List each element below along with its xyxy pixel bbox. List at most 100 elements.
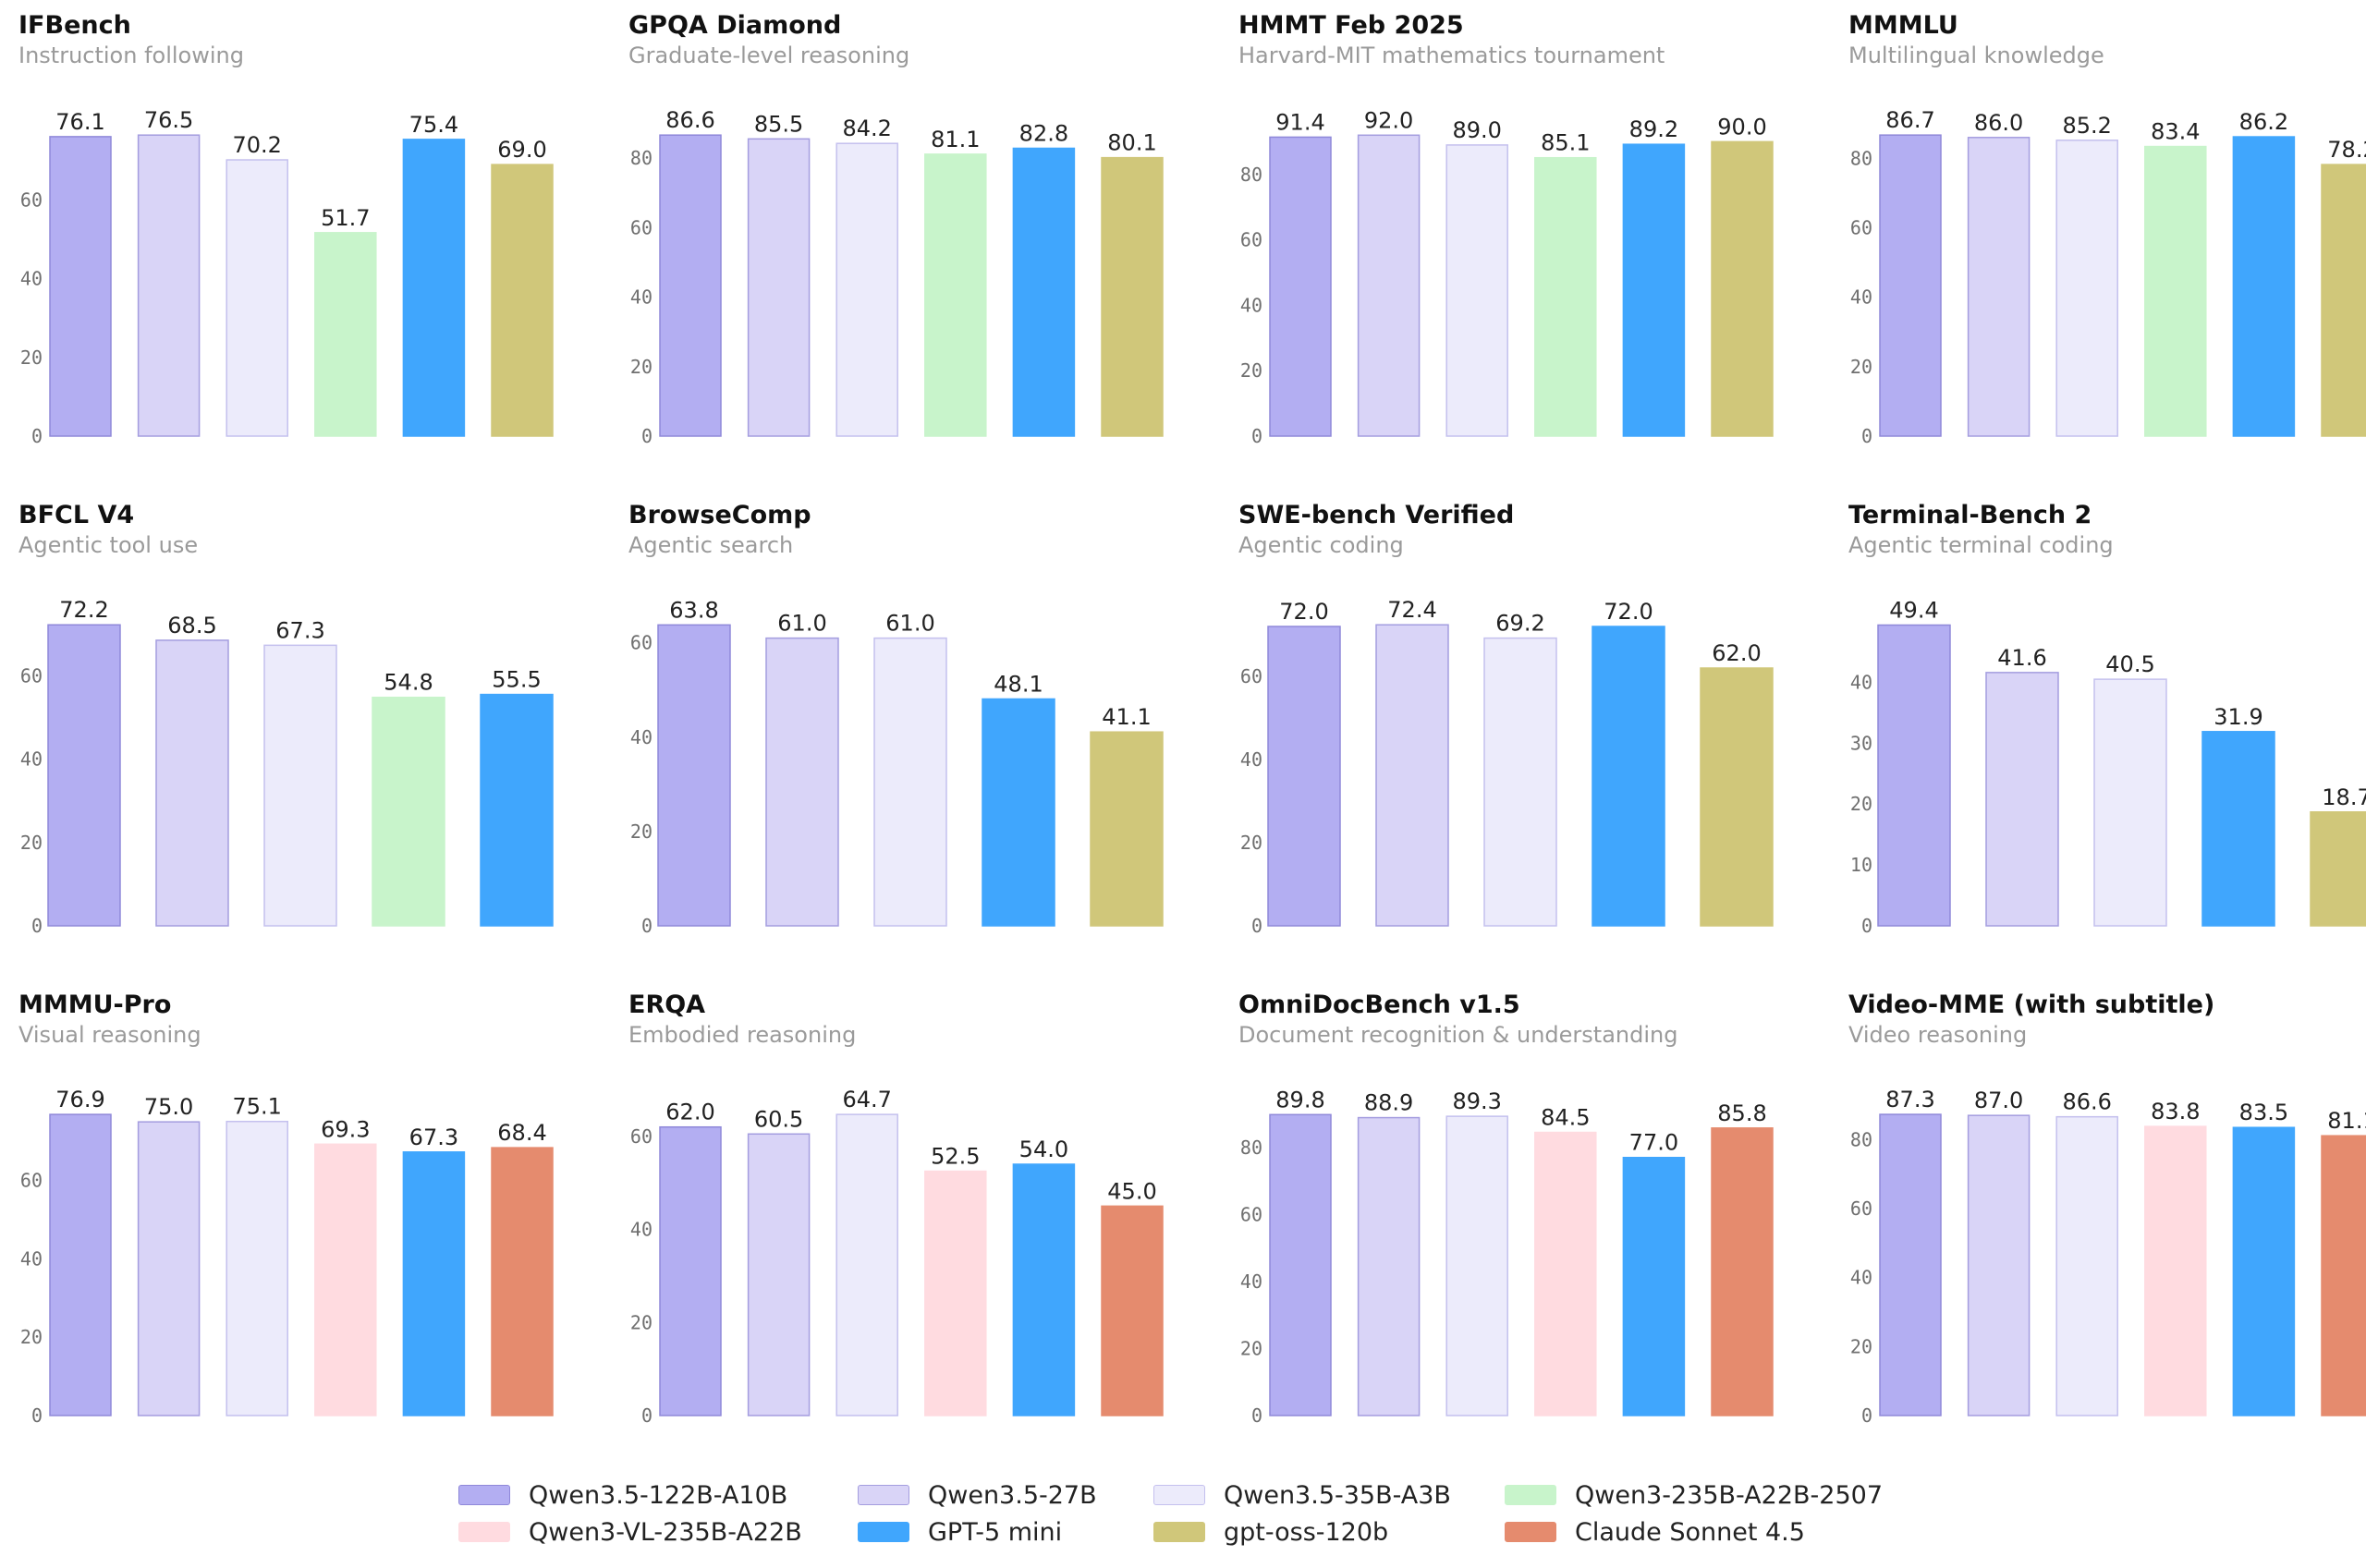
bar-value-label: 78.2 [2327,137,2366,163]
bar-qwen3-5-27b [137,1121,201,1416]
bar-gpt-5-mini [1622,1156,1686,1416]
legend-item-qwen3-5-122b-a10b: Qwen3.5-122B-A10B [458,1477,787,1513]
y-tick-label: 0 [1861,915,1872,937]
bar-qwen3-5-122b-a10b [47,624,121,927]
bar-gpt-5-mini [480,693,554,927]
bar-qwen3-5-35b-a3b [1445,1115,1508,1416]
bar-value-label: 76.1 [55,109,104,135]
bar-plot: 0 20 40 60 80 89.8 88.9 89.3 84.5 77.0 85.8 [1240,1087,1774,1427]
bar-qwen3-vl-235b-a22b [1534,1131,1597,1416]
y-tick-label: 20 [1240,832,1262,854]
y-tick-label: 20 [630,356,652,378]
y-tick-label: 0 [31,1404,43,1427]
bar-value-label: 81.1 [931,127,980,152]
bar-plot: 0 20 40 60 76.9 75.0 75.1 69.3 67.3 68.4 [20,1087,554,1427]
chart-title: BFCL V4 [18,501,135,529]
chart-title: ERQA [628,991,706,1019]
y-tick-label: 0 [31,425,43,447]
bar-value-label: 86.0 [1974,110,2023,136]
y-tick-label: 20 [630,820,652,843]
bar-value-label: 75.1 [232,1094,281,1120]
y-tick-label: 60 [1240,665,1262,687]
chart-subtitle: Agentic tool use [18,532,199,558]
y-tick-label: 20 [1240,359,1262,382]
bar-value-label: 87.3 [1885,1087,1934,1112]
bar-value-label: 68.4 [497,1120,546,1146]
bar-qwen3-5-35b-a3b [873,637,947,927]
bar-qwen3-5-122b-a10b [1269,1113,1332,1416]
bar-qwen3-5-35b-a3b [226,159,288,437]
bar-value-label: 75.4 [409,112,458,138]
legend-label: Qwen3-235B-A22B-2507 [1575,1480,1883,1510]
y-tick-label: 20 [1850,356,1872,378]
chart-subtitle: Agentic terminal coding [1848,532,2114,558]
bar-qwen3-5-35b-a3b [835,1113,898,1416]
y-tick-label: 0 [1251,1404,1262,1427]
bar-value-label: 45.0 [1107,1178,1156,1204]
bar-claude-sonnet-4-5 [1711,1127,1774,1416]
bar-gpt-oss-120b [1700,667,1774,927]
bar-qwen3-5-122b-a10b [49,1113,112,1416]
y-tick-label: 40 [1240,294,1262,316]
bar-value-label: 68.5 [167,613,216,638]
bar-value-label: 76.5 [144,107,193,133]
bar-qwen3-235b-a22b-2507 [924,153,987,437]
chart-legend: Qwen3.5-122B-A10B Qwen3.5-27B Qwen3.5-35B-… [458,1477,1937,1560]
y-tick-label: 20 [630,1311,652,1333]
bar-qwen3-5-122b-a10b [659,1125,722,1416]
bar-qwen3-5-35b-a3b [263,644,337,927]
y-tick-label: 60 [20,1170,43,1192]
bar-qwen3-5-35b-a3b [226,1120,288,1416]
bar-qwen3-5-122b-a10b [1269,136,1332,437]
legend-swatch [458,1522,510,1542]
bar-value-label: 82.8 [1019,120,1068,146]
bar-qwen3-5-27b [1985,672,2059,927]
bar-value-label: 85.5 [754,111,803,137]
bar-qwen3-235b-a22b-2507 [372,696,445,927]
bar-value-label: 80.1 [1107,130,1156,156]
chart-panel-hmmt-feb-2025: HMMT Feb 2025 Harvard-MIT mathematics tou… [1220,0,1793,480]
y-tick-label: 80 [1240,1136,1262,1159]
y-tick-label: 20 [1240,1337,1262,1359]
bar-value-label: 61.0 [777,611,826,637]
bar-value-label: 55.5 [492,667,541,693]
y-tick-label: 40 [20,748,43,771]
y-tick-label: 60 [630,216,652,238]
y-tick-label: 40 [1850,286,1872,309]
legend-label: Qwen3.5-27B [928,1480,1097,1510]
legend-item-gpt-5-mini: GPT-5 mini [858,1513,1062,1550]
bar-value-label: 86.2 [2239,109,2288,135]
bar-value-label: 61.0 [885,611,934,637]
y-tick-label: 20 [1850,793,1872,815]
bar-gpt-oss-120b [2321,164,2366,437]
y-tick-label: 60 [630,632,652,654]
bar-qwen3-vl-235b-a22b [924,1170,987,1416]
legend-item-qwen3-vl-235b-a22b: Qwen3-VL-235B-A22B [458,1513,802,1550]
legend-label: Qwen3-VL-235B-A22B [529,1517,802,1547]
bar-qwen3-5-35b-a3b [2055,140,2118,437]
y-tick-label: 40 [20,268,43,290]
bar-plot: 0 20 40 60 72.2 68.5 67.3 54.8 55.5 [20,597,554,937]
bar-plot: 0 20 40 60 62.0 60.5 64.7 52.5 54.0 45.0 [630,1087,1164,1427]
chart-subtitle: Agentic search [628,532,794,558]
y-tick-label: 40 [630,726,652,748]
legend-label: GPT-5 mini [928,1517,1063,1547]
bar-claude-sonnet-4-5 [1101,1205,1164,1416]
chart-panel-ifbench: IFBench Instruction following 0 20 40 60 76.1 7… [0,0,573,480]
bar-qwen3-5-27b [1357,134,1421,437]
bar-plot: 0 10 20 30 40 49.4 41.6 40.5 31.9 18.7 [1850,597,2366,937]
bar-value-label: 60.5 [754,1106,803,1132]
y-tick-label: 80 [1850,147,1872,169]
bar-qwen3-5-27b [765,637,839,927]
legend-swatch [1505,1485,1556,1505]
bar-gpt-5-mini [402,139,466,437]
y-tick-label: 40 [1850,1267,1872,1289]
bar-plot: 0 20 40 60 80 91.4 92.0 89.0 85.1 89.2 90.0 [1240,107,1774,447]
chart-panel-erqa: ERQA Embodied reasoning 0 20 40 60 62.0 60.5 64.… [610,979,1183,1460]
chart-subtitle: Visual reasoning [18,1022,201,1048]
bar-value-label: 69.2 [1495,611,1544,637]
bar-value-label: 70.2 [232,132,281,158]
y-tick-label: 0 [641,425,652,447]
bar-gpt-oss-120b [491,164,554,437]
